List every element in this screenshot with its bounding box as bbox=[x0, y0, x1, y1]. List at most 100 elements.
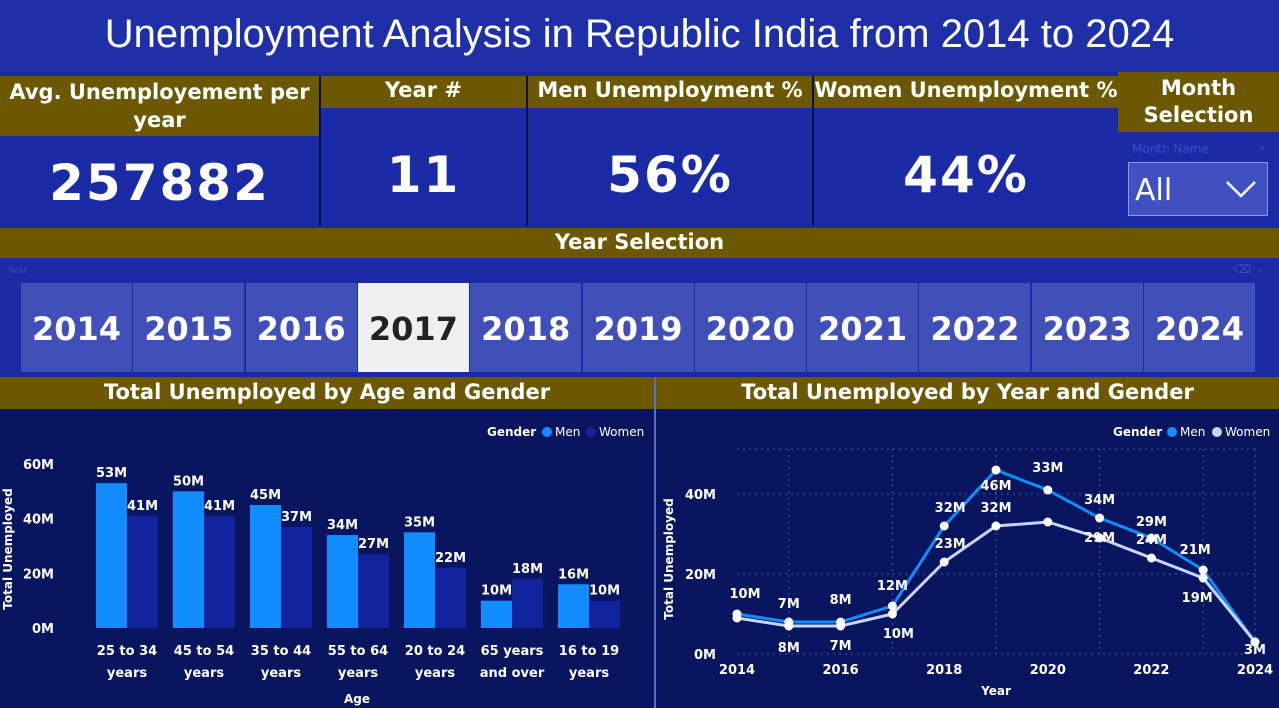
x-tick-label: years bbox=[107, 666, 147, 681]
kpi-divider bbox=[812, 76, 814, 226]
y-axis-title: Total Unemployed bbox=[662, 498, 676, 619]
x-tick-label: years bbox=[184, 666, 224, 681]
data-label: 21M bbox=[1180, 543, 1211, 558]
y-tick-label: 20M bbox=[685, 568, 716, 583]
year-tile-2014[interactable]: 2014 bbox=[21, 283, 132, 372]
chevron-down-icon bbox=[1226, 181, 1256, 198]
legend-women-label: Women bbox=[599, 425, 644, 439]
data-label: 34M bbox=[327, 518, 358, 533]
year-tile-2024[interactable]: 2024 bbox=[1144, 283, 1255, 372]
kpi-women-value: 44% bbox=[903, 146, 1029, 204]
year-gender-line-chart: Gender Men Women 0M 20M 40M Total Unemployed 20… bbox=[662, 425, 1273, 698]
bar-women bbox=[512, 578, 543, 628]
data-point-women bbox=[1095, 533, 1105, 543]
kpi-men-value: 56% bbox=[607, 146, 733, 204]
kpi-avg-card: Avg. Unemployement per year 257882 bbox=[0, 76, 319, 224]
data-label: 29M bbox=[1136, 515, 1167, 530]
data-label: 10M bbox=[589, 584, 620, 599]
data-point-men bbox=[887, 601, 897, 611]
legend-men-label: Men bbox=[1180, 425, 1205, 439]
data-label: 8M bbox=[830, 593, 852, 608]
y-tick-label: 0M bbox=[32, 622, 54, 637]
data-point-women bbox=[1146, 553, 1156, 563]
x-tick-label: years bbox=[338, 666, 378, 681]
kpi-years-label: Year # bbox=[321, 76, 526, 108]
year-tile-2015[interactable]: 2015 bbox=[133, 283, 245, 372]
x-tick-label: 2016 bbox=[823, 663, 859, 678]
data-point-women bbox=[784, 621, 794, 631]
series-line-men bbox=[736, 468, 1257, 643]
data-point-women bbox=[732, 613, 742, 623]
y-axis-title: Total Unemployed bbox=[1, 488, 15, 609]
year-tile-2018[interactable]: 2018 bbox=[470, 283, 582, 372]
x-tick-label: 55 to 64 bbox=[328, 644, 388, 659]
data-label: 23M bbox=[935, 537, 966, 552]
month-slicer: Month Selection Month Name ⌄ All bbox=[1118, 72, 1279, 230]
year-tile-2019[interactable]: 2019 bbox=[582, 283, 694, 372]
legend-title: Gender bbox=[1113, 425, 1162, 439]
data-point-women bbox=[836, 621, 846, 631]
bar-men bbox=[250, 505, 281, 628]
x-axis-title: Year bbox=[980, 684, 1011, 698]
year-slicer-title: Year Selection bbox=[0, 228, 1279, 258]
legend-women-marker bbox=[1212, 427, 1222, 437]
kpi-years-value: 11 bbox=[386, 146, 461, 204]
y-tick-label: 60M bbox=[23, 458, 54, 473]
year-tile-2023[interactable]: 2023 bbox=[1031, 283, 1143, 372]
data-point-women bbox=[991, 521, 1001, 531]
year-tile-2017[interactable]: 2017 bbox=[357, 283, 469, 372]
data-label: 24M bbox=[1136, 533, 1167, 548]
data-label: 46M bbox=[980, 479, 1011, 494]
bar-men bbox=[558, 584, 589, 628]
bar-women bbox=[204, 515, 235, 628]
data-label: 50M bbox=[173, 474, 204, 489]
month-slicer-title: Month Selection bbox=[1118, 72, 1279, 132]
data-label: 45M bbox=[250, 488, 281, 503]
panel-divider bbox=[654, 377, 656, 708]
year-tile-2022[interactable]: 2022 bbox=[919, 283, 1031, 372]
eraser-icon[interactable]: ⌫ ⌄ bbox=[1234, 262, 1265, 276]
x-tick-label: 65 years bbox=[481, 644, 544, 659]
x-tick-label: 2020 bbox=[1030, 663, 1066, 678]
legend-title: Gender bbox=[487, 425, 536, 439]
data-label: 12M bbox=[877, 579, 908, 594]
data-point-men bbox=[991, 465, 1001, 475]
data-label: 10M bbox=[883, 627, 914, 642]
bar-men bbox=[96, 483, 127, 628]
x-tick-label: 2018 bbox=[926, 663, 962, 678]
data-point-men bbox=[939, 521, 949, 531]
x-tick-label: years bbox=[261, 666, 301, 681]
bar-women bbox=[358, 554, 389, 628]
month-dropdown[interactable]: All bbox=[1128, 162, 1268, 216]
data-label: 8M bbox=[778, 641, 800, 656]
data-label: 32M bbox=[935, 501, 966, 516]
bar-women bbox=[281, 526, 312, 628]
data-label: 53M bbox=[96, 466, 127, 481]
data-label: 41M bbox=[204, 499, 235, 514]
x-tick-label: 25 to 34 bbox=[97, 644, 157, 659]
x-axis-title: Age bbox=[344, 692, 370, 706]
bar-women bbox=[127, 515, 158, 628]
data-label: 7M bbox=[830, 639, 852, 654]
data-label: 10M bbox=[729, 587, 760, 602]
year-tile-2021[interactable]: 2021 bbox=[807, 283, 919, 372]
data-label: 37M bbox=[281, 510, 312, 525]
data-label: 22M bbox=[435, 551, 466, 566]
year-tile-2020[interactable]: 2020 bbox=[694, 283, 806, 372]
bar-men bbox=[173, 491, 204, 628]
bar-men bbox=[481, 600, 512, 628]
kpi-years-card: Year # 11 bbox=[321, 76, 526, 224]
x-tick-label: years bbox=[415, 666, 455, 681]
x-tick-label: 35 to 44 bbox=[251, 644, 311, 659]
age-gender-bar-chart: Gender Men Women 0M 20M 40M 60M Total Unemploye… bbox=[1, 425, 644, 706]
data-label: 18M bbox=[512, 562, 543, 577]
x-tick-label: years bbox=[569, 666, 609, 681]
year-tile-2016[interactable]: 2016 bbox=[245, 283, 357, 372]
kpi-men-label: Men Unemployment % bbox=[528, 76, 812, 108]
chevron-down-icon[interactable]: ⌄ bbox=[1256, 138, 1267, 152]
data-label: 27M bbox=[358, 537, 389, 552]
bar-men bbox=[404, 532, 435, 628]
y-tick-label: 40M bbox=[685, 488, 716, 503]
page-title: Unemployment Analysis in Republic India … bbox=[0, 0, 1279, 72]
year-field-label: Year bbox=[8, 266, 28, 276]
